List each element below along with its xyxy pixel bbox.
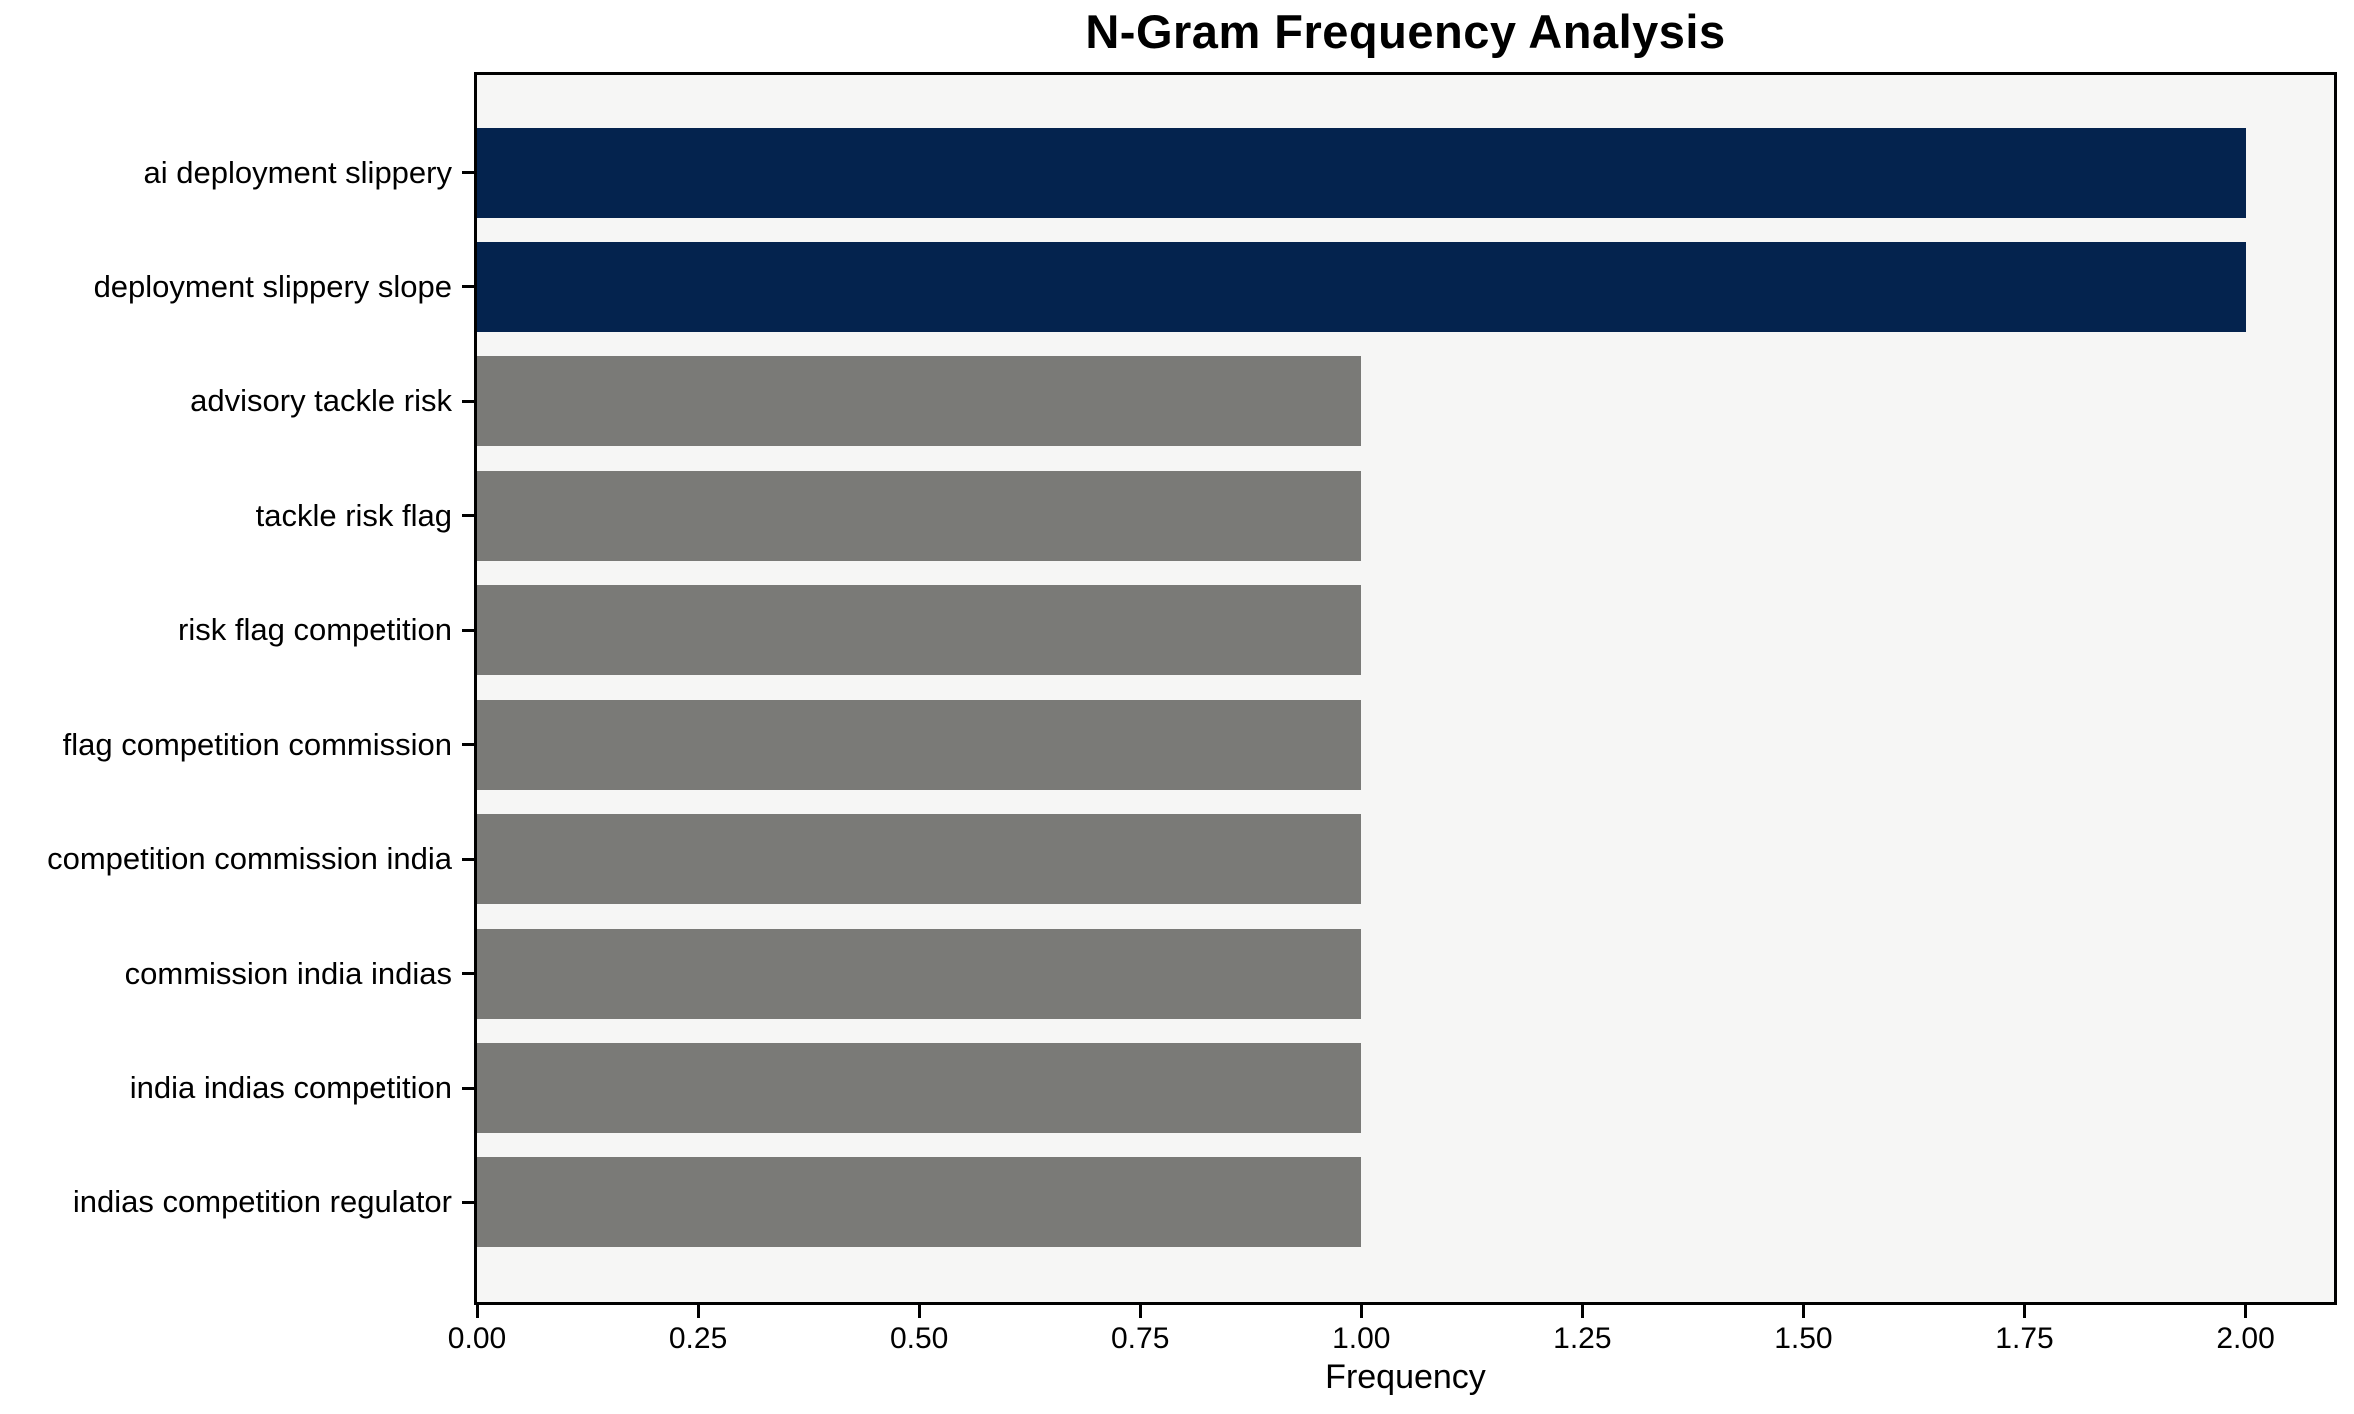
x-tick-label: 0.50 xyxy=(889,1322,949,1355)
y-tick-mark xyxy=(462,514,474,518)
y-tick-label: competition commission india xyxy=(47,841,452,877)
y-tick-mark xyxy=(462,628,474,632)
y-tick-label: ai deployment slippery xyxy=(143,154,452,190)
bar xyxy=(477,1043,1362,1134)
chart-title: N-Gram Frequency Analysis xyxy=(1085,5,1726,58)
bar xyxy=(477,241,2246,332)
x-tick-mark xyxy=(1138,1305,1142,1318)
bar xyxy=(477,356,1362,447)
y-tick-mark xyxy=(462,857,474,861)
y-tick-label: indias competition regulator xyxy=(72,1184,452,1220)
plot-area xyxy=(474,72,2337,1305)
x-axis-label: Frequency xyxy=(1325,1358,1486,1396)
bar xyxy=(477,699,1362,790)
x-tick-mark xyxy=(2244,1305,2248,1318)
x-tick-mark xyxy=(1580,1305,1584,1318)
x-tick-mark xyxy=(1359,1305,1363,1318)
x-tick-label: 1.50 xyxy=(1774,1322,1833,1355)
y-tick-label: commission india indias xyxy=(124,955,452,991)
x-tick-label: 0.75 xyxy=(1111,1322,1170,1355)
y-tick-label: deployment slippery slope xyxy=(93,268,452,304)
x-tick-mark xyxy=(917,1305,921,1318)
y-tick-mark xyxy=(462,1086,474,1090)
bar xyxy=(477,585,1362,676)
x-tick-label: 1.00 xyxy=(1332,1322,1391,1355)
x-tick-label: 1.75 xyxy=(1995,1322,2054,1355)
bar xyxy=(477,470,1362,561)
y-tick-label: flag competition commission xyxy=(62,726,452,762)
x-tick-label: 2.00 xyxy=(2216,1322,2275,1355)
x-tick-mark xyxy=(696,1305,700,1318)
bar xyxy=(477,1157,1362,1248)
y-tick-mark xyxy=(462,399,474,403)
x-tick-mark xyxy=(1801,1305,1805,1318)
bar xyxy=(477,814,1362,905)
y-tick-mark xyxy=(462,972,474,976)
x-tick-label: 0.00 xyxy=(447,1322,507,1355)
x-tick-label: 0.25 xyxy=(668,1322,728,1355)
y-tick-label: tackle risk flag xyxy=(255,497,452,533)
bar xyxy=(477,928,1362,1019)
y-tick-label: risk flag competition xyxy=(178,612,452,648)
y-tick-mark xyxy=(462,171,474,174)
y-tick-mark xyxy=(462,743,474,747)
y-tick-mark xyxy=(462,1200,474,1204)
x-tick-mark xyxy=(2023,1305,2026,1318)
y-tick-label: advisory tackle risk xyxy=(190,383,452,419)
y-tick-label: india indias competition xyxy=(129,1070,452,1106)
x-tick-label: 1.25 xyxy=(1553,1322,1612,1355)
x-tick-mark xyxy=(475,1305,479,1318)
bar xyxy=(477,127,2246,218)
y-tick-mark xyxy=(462,285,474,289)
